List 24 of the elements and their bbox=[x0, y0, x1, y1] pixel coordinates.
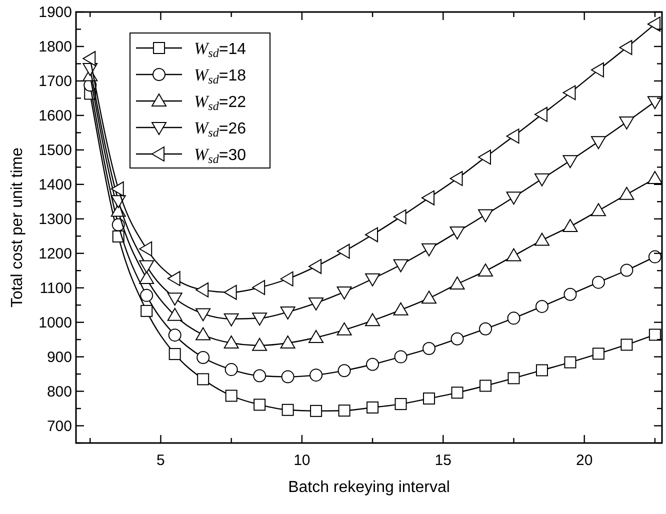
x-tick-label: 5 bbox=[156, 452, 165, 469]
y-tick-label: 900 bbox=[46, 348, 72, 366]
x-tick-label: 20 bbox=[576, 452, 593, 469]
y-tick-label: 1500 bbox=[38, 142, 72, 159]
x-tick-label: 15 bbox=[434, 452, 452, 469]
y-tick-label: 1800 bbox=[38, 38, 72, 56]
y-tick-label: 1600 bbox=[38, 107, 72, 124]
y-tick-label: 700 bbox=[46, 418, 72, 435]
y-tick-label: 1000 bbox=[38, 314, 72, 332]
x-tick-label: 10 bbox=[294, 452, 310, 469]
y-axis-title: Total cost per unit time bbox=[9, 147, 26, 308]
legend-label: W$_{sd}$=18 bbox=[194, 66, 246, 86]
legend-label: W$_{sd}$=26 bbox=[194, 118, 246, 140]
y-tick-label: 800 bbox=[46, 383, 72, 400]
y-tick-label: 1200 bbox=[38, 245, 72, 262]
y-tick-label: 1300 bbox=[38, 210, 72, 228]
legend-label: W$_{sd}$=22 bbox=[194, 92, 246, 113]
x-axis-title: Batch rekeying interval bbox=[288, 479, 450, 496]
y-tick-label: 1100 bbox=[40, 280, 72, 297]
y-tick-label: 1400 bbox=[38, 176, 72, 194]
y-tick-label: 1900 bbox=[38, 4, 72, 21]
legend-label: W$_{sd}$=14 bbox=[194, 39, 246, 60]
legend-label: W$_{sd}$=30 bbox=[194, 145, 246, 166]
y-tick-label: 1700 bbox=[38, 72, 72, 90]
